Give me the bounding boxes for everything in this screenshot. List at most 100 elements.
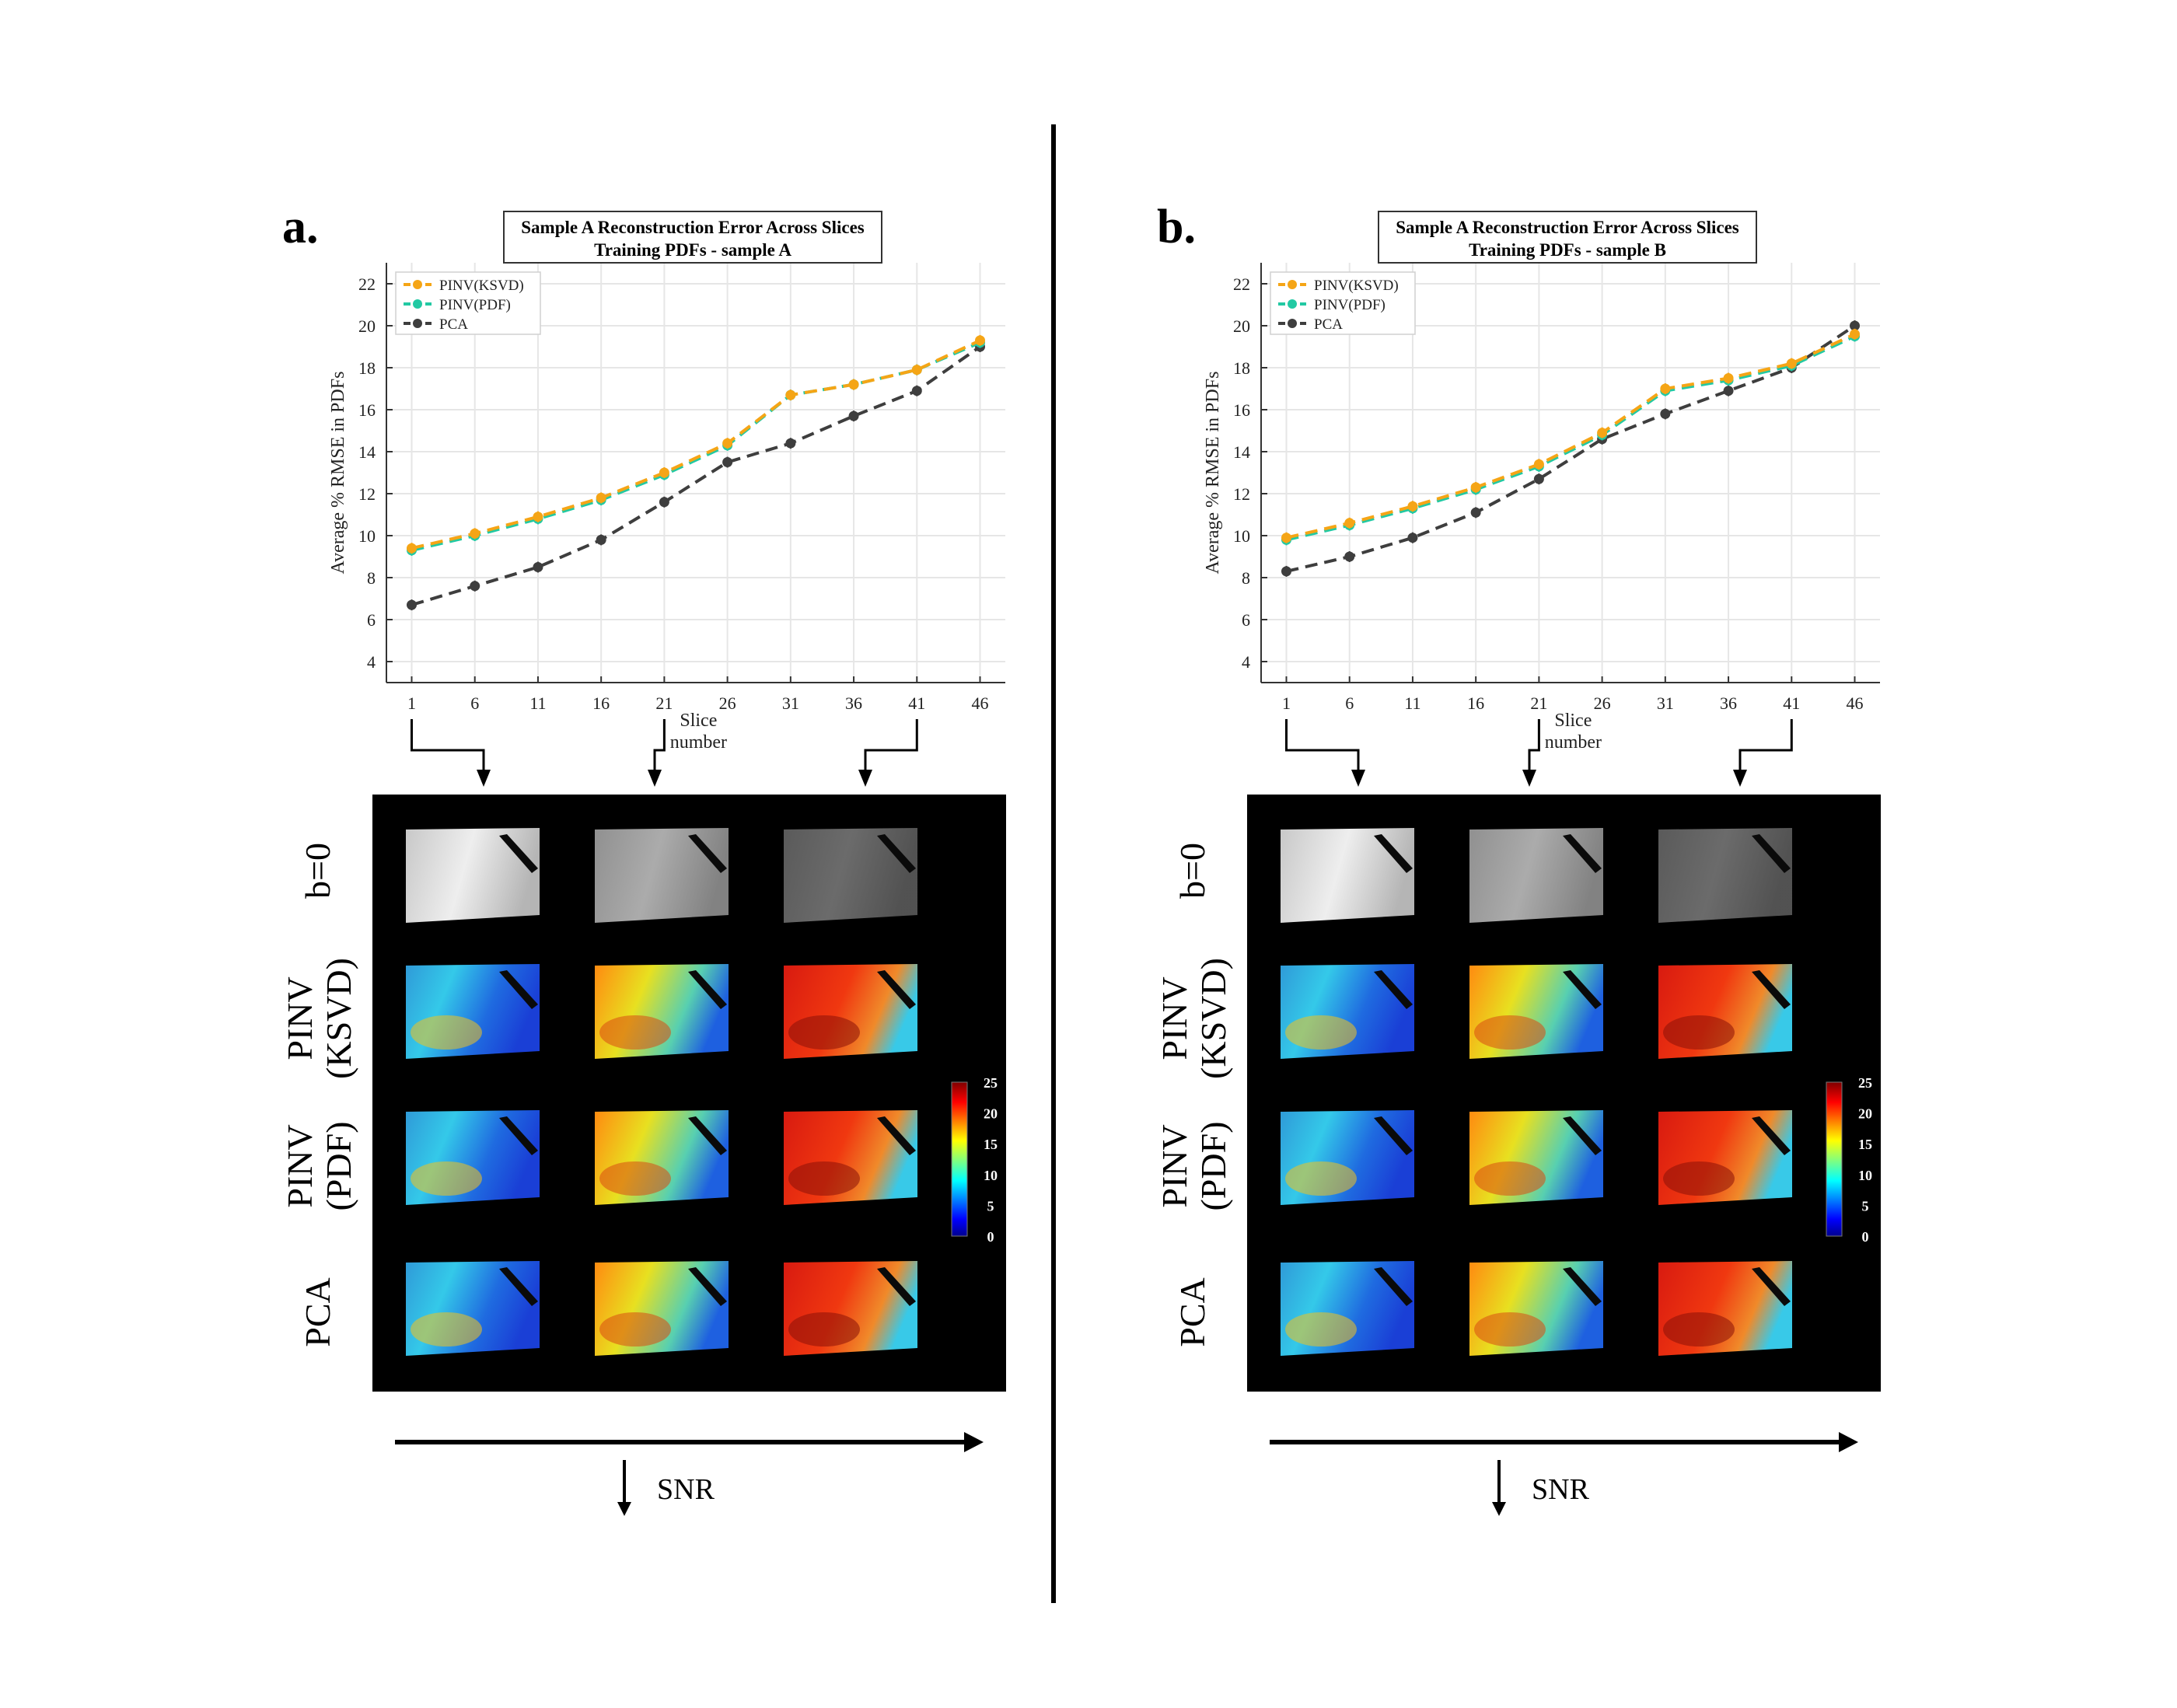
x-tick-label: 1 (407, 693, 416, 713)
vessel-shadow (1752, 834, 1791, 873)
y-tick-label: 8 (1242, 568, 1250, 588)
image-tile (1469, 828, 1603, 923)
slice-arrowhead (1733, 770, 1747, 787)
data-point (1850, 329, 1861, 340)
image-tile (1658, 828, 1792, 923)
image-tile (595, 828, 729, 923)
colorbar-tick-label: 10 (1858, 1168, 1872, 1183)
vessel-shadow (877, 1267, 916, 1306)
data-point (406, 543, 417, 554)
image-tile (784, 1261, 917, 1356)
x-axis-label-line1: Slice (1554, 711, 1592, 731)
image-tile (784, 828, 917, 923)
data-point (1344, 551, 1355, 562)
y-tick-label: 20 (1233, 316, 1250, 336)
y-tick-label: 20 (358, 316, 376, 336)
row-label: PINV(KSVD) (280, 958, 358, 1079)
data-point (596, 492, 606, 503)
x-tick-label: 41 (908, 693, 925, 713)
snr-label: SNR (657, 1473, 715, 1506)
slice-connector (864, 719, 918, 774)
b0-image (595, 828, 729, 923)
legend-marker (413, 299, 422, 309)
colorbar-tick-label: 25 (984, 1075, 998, 1091)
map-region (1285, 1312, 1357, 1346)
x-tick-label: 31 (1657, 693, 1674, 713)
snr-down-arrowhead (1492, 1502, 1506, 1516)
x-tick-label: 31 (782, 693, 799, 713)
map-region (1474, 1312, 1546, 1346)
colorbar-tick-label: 5 (987, 1198, 994, 1214)
image-tile (784, 964, 917, 1059)
vessel-shadow (499, 970, 538, 1009)
data-point (1281, 533, 1291, 543)
legend: PINV(KSVD) PINV(PDF) PCA (395, 271, 541, 335)
series-line (1286, 334, 1856, 542)
y-tick-label: 14 (358, 442, 376, 462)
colorbar-gradient (951, 1081, 968, 1237)
map-region (411, 1161, 482, 1196)
y-tick-label: 22 (358, 274, 376, 294)
chart-subtitle: Training PDFs - sample B (1469, 240, 1666, 260)
data-point (1470, 507, 1481, 518)
legend-label: PCA (439, 316, 468, 333)
x-tick-label: 46 (972, 693, 989, 713)
slice-arrows (1284, 719, 1793, 787)
colorbar-tick-label: 5 (1862, 1198, 1869, 1214)
row-label: PCA (1172, 1277, 1212, 1346)
image-tile (1658, 964, 1792, 1059)
colorbar-tick-label: 15 (1858, 1137, 1872, 1152)
map-region (1285, 1015, 1357, 1050)
vessel-shadow (1563, 834, 1602, 873)
b0-image (406, 828, 540, 923)
image-tile (595, 1261, 729, 1356)
data-point (659, 497, 669, 508)
image-tile (1469, 1261, 1603, 1356)
vessel-shadow (1563, 1267, 1602, 1306)
x-axis-label-line2: number (670, 732, 727, 753)
row-label-line: PINV (1155, 1124, 1194, 1207)
map-region (599, 1312, 671, 1346)
vessel-shadow (499, 1116, 538, 1155)
data-point (1660, 408, 1671, 419)
x-tick-label: 21 (1530, 693, 1547, 713)
image-tile (1281, 964, 1414, 1059)
y-tick-label: 12 (1233, 484, 1250, 504)
colorbar-tick-label: 20 (1858, 1106, 1872, 1122)
x-axis-label-line1: Slice (680, 711, 717, 731)
x-tick-label: 46 (1847, 693, 1864, 713)
y-tick-label: 12 (358, 484, 376, 504)
snr-axis-arrowhead (1839, 1432, 1858, 1452)
vessel-shadow (1563, 1116, 1602, 1155)
map-region (1474, 1161, 1546, 1196)
series-pinv-pdf (406, 337, 986, 556)
y-axis-label: Average % RMSE in PDFs (328, 372, 348, 575)
colorbar-tick-label: 20 (984, 1106, 998, 1122)
vessel-shadow (688, 970, 727, 1009)
x-tick-label: 11 (1404, 693, 1420, 713)
slice-connector (1528, 719, 1540, 774)
data-point (1407, 533, 1418, 543)
slice-connector (653, 719, 666, 774)
image-tile (595, 1110, 729, 1205)
snr-down-arrowhead (617, 1502, 631, 1516)
colorbar-tick-label: 0 (987, 1229, 994, 1245)
image-tile (1658, 1261, 1792, 1356)
row-label: PINV(KSVD) (1155, 958, 1233, 1079)
row-label-line: b=0 (1172, 843, 1212, 899)
slice-arrowhead (648, 770, 662, 787)
row-label: b=0 (1172, 843, 1212, 899)
map-region (599, 1015, 671, 1050)
data-point (1850, 320, 1861, 331)
y-tick-label: 6 (1242, 610, 1250, 630)
y-tick-label: 10 (358, 526, 376, 546)
colorbar-tick-label: 15 (984, 1137, 998, 1152)
data-point (1597, 428, 1608, 438)
vessel-shadow (877, 834, 916, 873)
chart-title: Sample A Reconstruction Error Across Sli… (521, 218, 865, 237)
legend-label: PCA (1314, 316, 1343, 333)
colorbar-tick-label: 25 (1858, 1075, 1872, 1091)
data-point (1533, 459, 1544, 470)
vessel-shadow (499, 834, 538, 873)
map-region (411, 1015, 482, 1050)
